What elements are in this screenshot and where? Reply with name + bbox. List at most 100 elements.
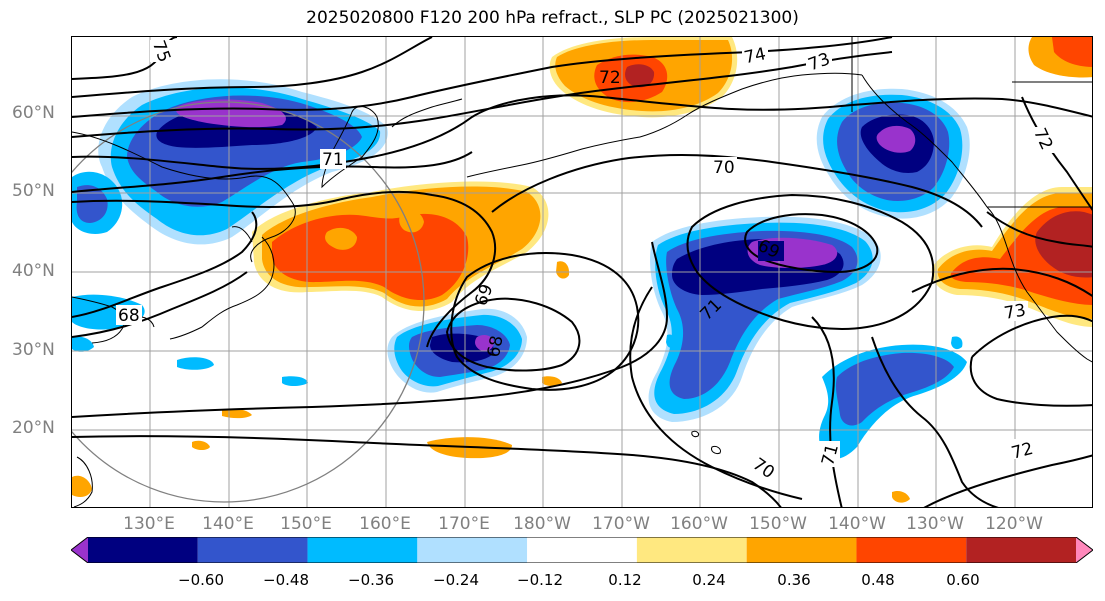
contour-label-73-se: 73	[1003, 300, 1028, 323]
slp-isobar	[72, 271, 248, 338]
contour-label-bg	[758, 241, 784, 261]
contour-label-68-west: 68	[118, 306, 140, 326]
slp-isobar	[629, 286, 803, 500]
colorbar-segment	[856, 537, 967, 563]
slp-isobar	[72, 51, 893, 138]
contour-label-bg	[752, 459, 778, 479]
lat-label-30n: 30°N	[12, 340, 55, 360]
contour-label-bg	[1002, 301, 1028, 321]
lon-label-130e: 130°E	[123, 514, 175, 534]
colorbar-segment	[197, 537, 308, 563]
contour-label-70: 70	[713, 158, 735, 178]
lon-label-140w: 140°W	[828, 514, 886, 534]
lon-label-150e: 150°E	[280, 514, 332, 534]
negative-anomaly-patch	[177, 357, 214, 370]
slp-isobar	[811, 316, 843, 507]
map-panel: 75 74 73 72 71 70 69 68 69 68 71 70 71 7…	[71, 36, 1093, 508]
slp-isobar	[72, 435, 782, 507]
contour-label-72: 72	[599, 68, 621, 88]
slp-isobar	[986, 211, 1092, 248]
slp-isobar	[72, 94, 1092, 170]
lon-label-120w: 120°W	[985, 514, 1043, 534]
colorbar-tick: 0.48	[861, 571, 895, 589]
colorbar-tick: 0.24	[692, 571, 726, 589]
negative-anomaly-patch	[282, 376, 308, 386]
colorbar	[71, 537, 1093, 563]
slp-isobar	[971, 314, 1092, 358]
positive-anomaly-patch-south	[72, 475, 92, 497]
colorbar-tick: −0.48	[263, 571, 309, 589]
positive-anomaly-bering	[549, 37, 738, 118]
colorbar-tick: 0.60	[946, 571, 980, 589]
positive-anomaly-central	[252, 181, 549, 312]
slp-isobar	[445, 297, 581, 372]
lon-label-170w: 170°W	[592, 514, 650, 534]
colorbar-tick: −0.60	[178, 571, 224, 589]
colorbar-segment	[966, 537, 1076, 563]
colorbar-segment	[307, 537, 418, 563]
contour-label-bg	[816, 441, 840, 467]
slp-isobar	[72, 151, 473, 193]
lon-label-160e: 160°E	[359, 514, 411, 534]
lat-label-60n: 60°N	[12, 103, 55, 123]
range-ring	[72, 101, 425, 503]
negative-anomaly-southeast	[819, 344, 967, 459]
colorbar-segment	[88, 537, 198, 563]
lon-label-170e: 170°E	[438, 514, 490, 534]
contour-label-bg	[116, 305, 142, 325]
lon-label-150w: 150°W	[749, 514, 807, 534]
slp-contours	[72, 37, 1092, 507]
negative-anomaly-patch	[72, 336, 94, 352]
colorbar-tick: −0.24	[433, 571, 479, 589]
lon-label-180w: 180°W	[513, 514, 571, 534]
colorbar-segment	[417, 537, 528, 563]
contour-label-bg	[1034, 127, 1058, 153]
slp-isobar	[450, 252, 640, 391]
slp-isobar	[871, 336, 999, 507]
contour-label-bg	[742, 45, 768, 65]
positive-anomaly-patch-south	[556, 261, 570, 279]
positive-anomaly-patch-south	[192, 440, 210, 450]
contour-label-bg	[806, 51, 832, 71]
positive-anomaly-patch-south	[542, 376, 562, 386]
slp-isobar	[911, 267, 1092, 297]
slp-isobar	[491, 154, 983, 228]
colorbar-segment	[527, 537, 637, 563]
slp-isobar	[72, 37, 433, 98]
lat-label-20n: 20°N	[12, 418, 55, 438]
contour-label-bg	[150, 40, 176, 62]
contour-label-bg	[711, 157, 737, 177]
contour-label-74: 74	[742, 44, 767, 68]
colorbar-segment	[746, 537, 857, 563]
contour-label-bg	[320, 149, 346, 169]
lat-label-50n: 50°N	[12, 181, 55, 201]
colorbar-tick: 0.12	[608, 571, 642, 589]
contour-label-71: 71	[322, 150, 344, 170]
colorbar-tick: −0.36	[348, 571, 394, 589]
colorbar-segment	[71, 537, 88, 563]
colorbar-segment	[636, 537, 747, 563]
slp-isobar	[1021, 96, 1092, 211]
slp-isobar	[969, 356, 1092, 407]
positive-anomaly-patch-south	[892, 490, 910, 503]
slp-isobar	[72, 190, 497, 348]
colorbar-tick: 0.36	[777, 571, 811, 589]
lon-label-130w: 130°W	[906, 514, 964, 534]
lon-label-140e: 140°E	[202, 514, 254, 534]
map-canvas: 75 74 73 72 71 70 69 68 69 68 71 70 71 7…	[72, 37, 1092, 507]
positive-anomaly-northeast-corner	[1028, 37, 1092, 78]
colorbar-segments	[71, 537, 1093, 563]
slp-isobar	[72, 241, 669, 418]
slp-isobar	[923, 454, 1092, 507]
slp-isobar	[72, 211, 258, 318]
contour-label-68: 68	[484, 334, 507, 359]
slp-isobar	[686, 193, 935, 330]
map-title: 2025020800 F120 200 hPa refract., SLP PC…	[306, 8, 799, 28]
negative-anomaly-patch	[666, 334, 676, 348]
refractivity-fill-layer	[72, 37, 1092, 503]
negative-anomaly-patch	[951, 336, 963, 350]
lat-label-40n: 40°N	[12, 261, 55, 281]
colorbar-tick: −0.12	[517, 571, 563, 589]
lon-label-160w: 160°W	[670, 514, 728, 534]
colorbar-segment	[1076, 537, 1093, 563]
